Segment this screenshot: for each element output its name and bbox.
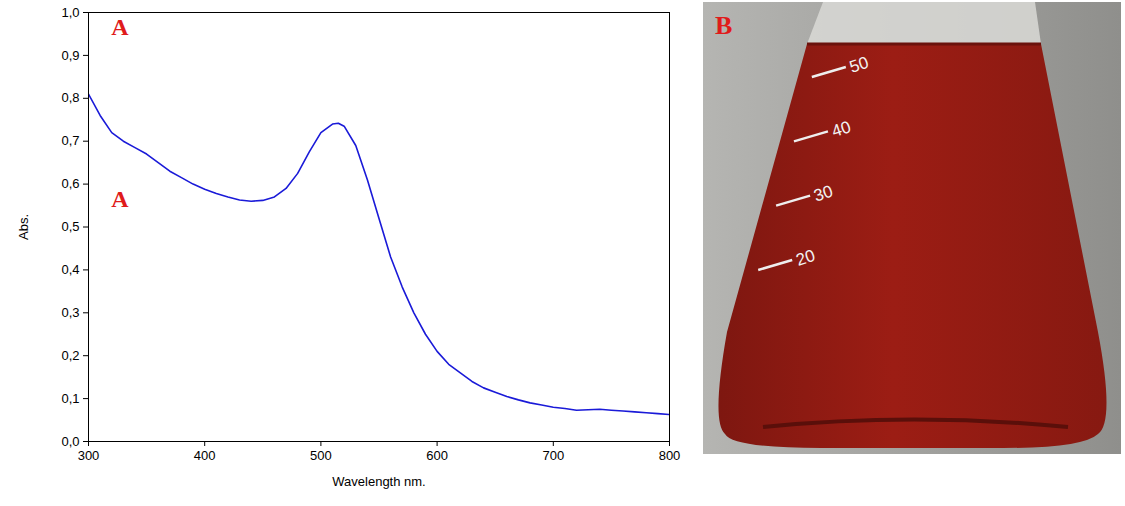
svg-text:30: 30 (811, 182, 835, 206)
svg-text:A: A (111, 186, 129, 212)
svg-text:500: 500 (310, 448, 332, 463)
svg-text:0,2: 0,2 (61, 348, 79, 363)
svg-text:0,5: 0,5 (61, 219, 79, 234)
svg-text:0,6: 0,6 (61, 176, 79, 191)
svg-text:50: 50 (847, 53, 871, 77)
svg-text:600: 600 (426, 448, 448, 463)
svg-text:A: A (111, 14, 129, 40)
svg-text:0,8: 0,8 (61, 90, 79, 105)
svg-text:700: 700 (542, 448, 564, 463)
svg-text:0,1: 0,1 (61, 391, 79, 406)
svg-text:800: 800 (659, 448, 681, 463)
svg-text:B: B (715, 11, 732, 40)
svg-text:0,3: 0,3 (61, 305, 79, 320)
svg-text:40: 40 (829, 117, 853, 141)
svg-text:300: 300 (78, 448, 100, 463)
svg-text:Abs.: Abs. (16, 214, 31, 240)
svg-text:0,9: 0,9 (61, 48, 79, 63)
svg-text:0,0: 0,0 (61, 434, 79, 449)
svg-text:Wavelength nm.: Wavelength nm. (332, 474, 425, 489)
svg-text:20: 20 (794, 246, 818, 270)
svg-text:0,4: 0,4 (61, 262, 79, 277)
svg-text:1,0: 1,0 (61, 5, 79, 20)
svg-text:0,7: 0,7 (61, 133, 79, 148)
svg-text:400: 400 (194, 448, 216, 463)
